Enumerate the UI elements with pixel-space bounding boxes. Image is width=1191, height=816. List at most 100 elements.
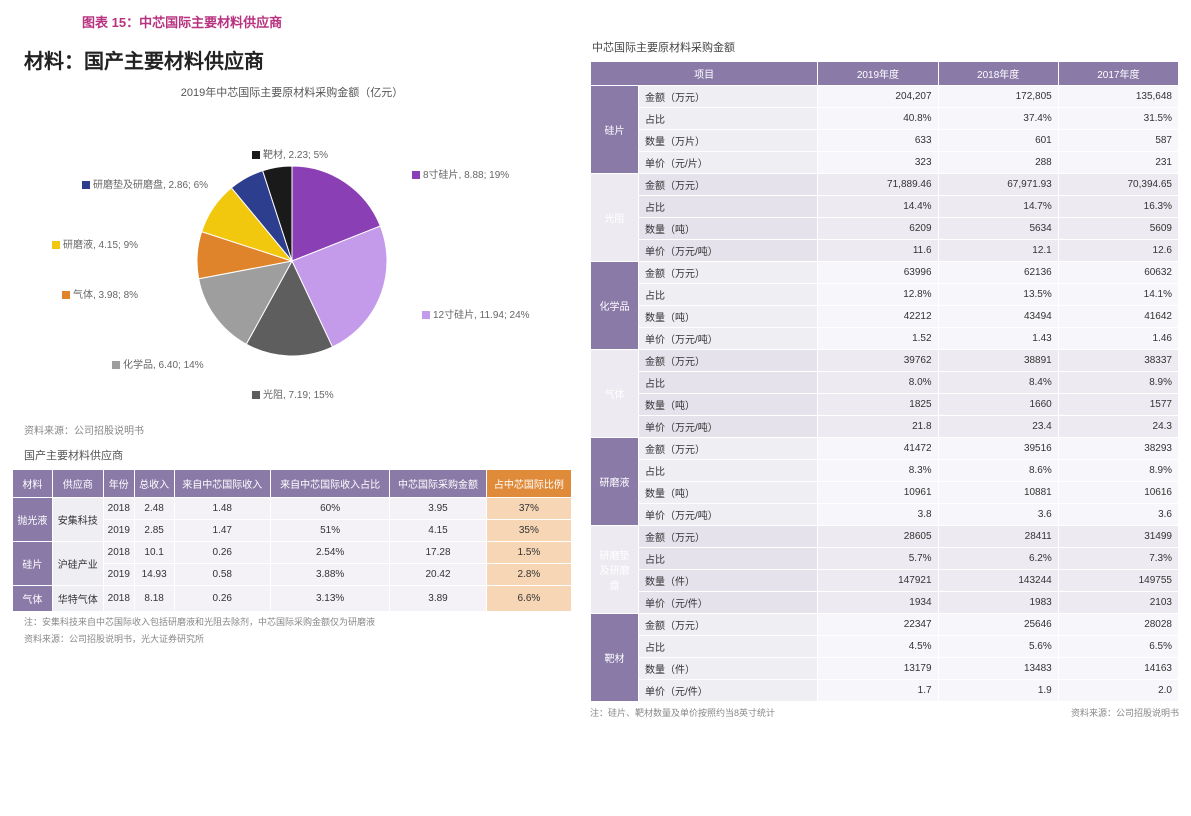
table-cell: 2018 bbox=[103, 542, 134, 564]
value-cell: 70,394.65 bbox=[1058, 174, 1178, 196]
legend-color-icon bbox=[412, 171, 420, 179]
legend-color-icon bbox=[82, 181, 90, 189]
value-cell: 12.1 bbox=[938, 240, 1058, 262]
value-cell: 38337 bbox=[1058, 350, 1178, 372]
material-cell: 硅片 bbox=[13, 542, 53, 586]
table-cell: 2019 bbox=[103, 520, 134, 542]
value-cell: 633 bbox=[818, 130, 938, 152]
suppliers-footnote-1: 注：安集科技来自中芯国际收入包括研磨液和光阻去除剂，中芯国际采购金额仅为研磨液 bbox=[24, 616, 572, 629]
table-cell: 2.48 bbox=[134, 498, 174, 520]
value-cell: 22347 bbox=[818, 614, 938, 636]
value-cell: 28605 bbox=[818, 526, 938, 548]
table-row: 单价（万元/吨）1.521.431.46 bbox=[591, 328, 1179, 350]
table-row: 研磨垫及研磨盘金额（万元）286052841131499 bbox=[591, 526, 1179, 548]
value-cell: 135,648 bbox=[1058, 86, 1178, 108]
metric-cell: 占比 bbox=[639, 284, 818, 306]
value-cell: 10881 bbox=[938, 482, 1058, 504]
table-cell: 2018 bbox=[103, 498, 134, 520]
category-cell: 硅片 bbox=[591, 86, 639, 174]
table-header-cell: 2019年度 bbox=[818, 62, 938, 86]
table-header-cell: 来自中芯国际收入 bbox=[174, 470, 271, 498]
category-cell: 研磨液 bbox=[591, 438, 639, 526]
value-cell: 1.46 bbox=[1058, 328, 1178, 350]
value-cell: 587 bbox=[1058, 130, 1178, 152]
value-cell: 60632 bbox=[1058, 262, 1178, 284]
value-cell: 23.4 bbox=[938, 416, 1058, 438]
table-cell: 3.88% bbox=[271, 564, 390, 586]
table-header-cell: 总收入 bbox=[134, 470, 174, 498]
table-header-cell: 来自中芯国际收入占比 bbox=[271, 470, 390, 498]
value-cell: 10616 bbox=[1058, 482, 1178, 504]
metric-cell: 占比 bbox=[639, 548, 818, 570]
value-cell: 3.6 bbox=[938, 504, 1058, 526]
value-cell: 6.2% bbox=[938, 548, 1058, 570]
pie-chart-title: 2019年中芯国际主要原材料采购金额（亿元） bbox=[12, 84, 572, 100]
legend-color-icon bbox=[252, 391, 260, 399]
pie-slice-label-text: 8寸硅片, 8.88; 19% bbox=[423, 170, 509, 181]
main-layout: 材料：国产主要材料供应商 2019年中芯国际主要原材料采购金额（亿元） 8寸硅片… bbox=[12, 39, 1179, 719]
value-cell: 4.5% bbox=[818, 636, 938, 658]
value-cell: 37.4% bbox=[938, 108, 1058, 130]
value-cell: 12.6 bbox=[1058, 240, 1178, 262]
table-row: 数量（吨）182516601577 bbox=[591, 394, 1179, 416]
value-cell: 6.5% bbox=[1058, 636, 1178, 658]
supplier-cell: 华特气体 bbox=[52, 586, 103, 612]
metric-cell: 金额（万元） bbox=[639, 438, 818, 460]
value-cell: 67,971.93 bbox=[938, 174, 1058, 196]
table-row: 占比8.3%8.6%8.9% bbox=[591, 460, 1179, 482]
material-cell: 抛光液 bbox=[13, 498, 53, 542]
supplier-cell: 安集科技 bbox=[52, 498, 103, 542]
table-row: 单价（元/片）323288231 bbox=[591, 152, 1179, 174]
value-cell: 5.7% bbox=[818, 548, 938, 570]
table-row: 占比4.5%5.6%6.5% bbox=[591, 636, 1179, 658]
value-cell: 5634 bbox=[938, 218, 1058, 240]
pie-slice-label: 研磨垫及研磨盘, 2.86; 6% bbox=[82, 176, 208, 191]
pie-slice-label: 化学品, 6.40; 14% bbox=[112, 356, 204, 371]
material-cell: 气体 bbox=[13, 586, 53, 612]
table-header-cell: 2017年度 bbox=[1058, 62, 1178, 86]
value-cell: 1.9 bbox=[938, 680, 1058, 702]
table-cell: 2.54% bbox=[271, 542, 390, 564]
value-cell: 7.3% bbox=[1058, 548, 1178, 570]
table-cell: 1.5% bbox=[486, 542, 571, 564]
metric-cell: 金额（万元） bbox=[639, 350, 818, 372]
value-cell: 40.8% bbox=[818, 108, 938, 130]
pie-slice-label: 8寸硅片, 8.88; 19% bbox=[412, 166, 509, 181]
value-cell: 14163 bbox=[1058, 658, 1178, 680]
table-cell: 4.15 bbox=[390, 520, 487, 542]
table-cell: 1.47 bbox=[174, 520, 271, 542]
value-cell: 1660 bbox=[938, 394, 1058, 416]
value-cell: 31499 bbox=[1058, 526, 1178, 548]
table-cell: 0.26 bbox=[174, 586, 271, 612]
category-cell: 气体 bbox=[591, 350, 639, 438]
value-cell: 1.43 bbox=[938, 328, 1058, 350]
table-row: 气体金额（万元）397623889138337 bbox=[591, 350, 1179, 372]
value-cell: 1577 bbox=[1058, 394, 1178, 416]
value-cell: 8.9% bbox=[1058, 372, 1178, 394]
value-cell: 8.3% bbox=[818, 460, 938, 482]
metric-cell: 单价（元/件） bbox=[639, 592, 818, 614]
pie-slice-label-text: 研磨液, 4.15; 9% bbox=[63, 240, 138, 251]
value-cell: 13483 bbox=[938, 658, 1058, 680]
metric-cell: 金额（万元） bbox=[639, 526, 818, 548]
table-header-cell: 2018年度 bbox=[938, 62, 1058, 86]
purchase-table: 项目2019年度2018年度2017年度硅片金额（万元）204,207172,8… bbox=[590, 61, 1179, 702]
pie-chart: 8寸硅片, 8.88; 19%12寸硅片, 11.94; 24%光阻, 7.19… bbox=[22, 106, 562, 416]
metric-cell: 占比 bbox=[639, 196, 818, 218]
table-row: 占比5.7%6.2%7.3% bbox=[591, 548, 1179, 570]
value-cell: 71,889.46 bbox=[818, 174, 938, 196]
value-cell: 38293 bbox=[1058, 438, 1178, 460]
table-header-cell: 占中芯国际比例 bbox=[486, 470, 571, 498]
value-cell: 601 bbox=[938, 130, 1058, 152]
table-cell: 60% bbox=[271, 498, 390, 520]
value-cell: 16.3% bbox=[1058, 196, 1178, 218]
value-cell: 5609 bbox=[1058, 218, 1178, 240]
table-row: 占比40.8%37.4%31.5% bbox=[591, 108, 1179, 130]
legend-color-icon bbox=[52, 241, 60, 249]
figure-caption: 图表 15：中芯国际主要材料供应商 bbox=[82, 12, 1179, 31]
value-cell: 2103 bbox=[1058, 592, 1178, 614]
table-row: 数量（吨）422124349441642 bbox=[591, 306, 1179, 328]
purchase-footnote-left: 注：硅片、靶材数量及单价按照约当8英寸统计 bbox=[590, 706, 775, 719]
table-header-cell: 中芯国际采购金额 bbox=[390, 470, 487, 498]
pie-slice-label-text: 化学品, 6.40; 14% bbox=[123, 360, 204, 371]
